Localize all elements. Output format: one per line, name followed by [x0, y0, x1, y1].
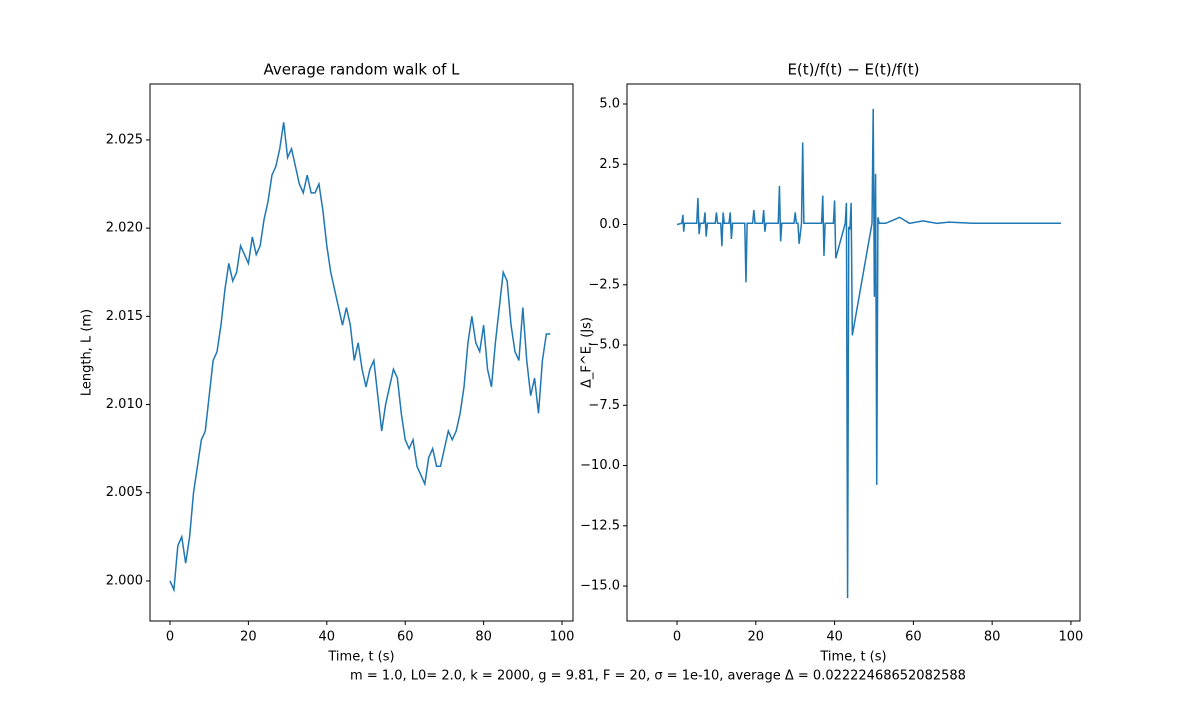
y-tick-label: −2.5 — [588, 277, 620, 292]
x-tick-label: 60 — [397, 630, 414, 645]
chart-title: E(t)/f(t) − E(t)/f(t) — [787, 61, 919, 79]
y-tick-label: 0.0 — [599, 217, 620, 232]
x-tick-label: 20 — [240, 630, 257, 645]
y-tick-label: −5.0 — [588, 338, 620, 353]
x-axis-label: Time, t (s) — [819, 650, 886, 665]
y-tick-label: 2.020 — [106, 221, 143, 236]
axes-frame — [626, 83, 1081, 622]
y-tick-label: 2.005 — [106, 485, 143, 500]
y-tick-label: 5.0 — [599, 97, 620, 112]
y-tick-label: −7.5 — [588, 398, 620, 413]
x-tick-label: 60 — [905, 630, 922, 645]
data-line — [676, 108, 1062, 599]
y-tick-label: −10.0 — [580, 458, 620, 473]
y-tick-label: 2.010 — [106, 397, 143, 412]
x-tick-label: 100 — [1059, 630, 1084, 645]
x-axis-label: Time, t (s) — [327, 650, 394, 665]
y-tick-label: 2.5 — [599, 157, 620, 172]
y-tick-label: 2.025 — [106, 132, 143, 147]
caption: m = 1.0, L0= 2.0, k = 2000, g = 9.81, F … — [350, 669, 966, 684]
x-tick-label: 0 — [166, 630, 174, 645]
chart-title: Average random walk of L — [264, 61, 461, 79]
x-tick-label: 0 — [673, 630, 681, 645]
y-axis-label: Length, L (m) — [80, 309, 95, 396]
y-tick-label: −15.0 — [580, 579, 620, 594]
y-tick-label: 2.015 — [106, 309, 143, 324]
axes-frame — [149, 83, 574, 622]
y-tick-label: 2.000 — [106, 573, 143, 588]
y-tick-label: −12.5 — [580, 518, 620, 533]
x-tick-label: 100 — [550, 630, 575, 645]
data-line — [169, 122, 551, 593]
x-tick-label: 40 — [319, 630, 336, 645]
x-tick-label: 20 — [748, 630, 765, 645]
x-tick-label: 80 — [984, 630, 1001, 645]
x-tick-label: 40 — [826, 630, 843, 645]
y-axis-label: Δ_F^E, (Js) — [580, 317, 595, 388]
x-tick-label: 80 — [475, 630, 492, 645]
